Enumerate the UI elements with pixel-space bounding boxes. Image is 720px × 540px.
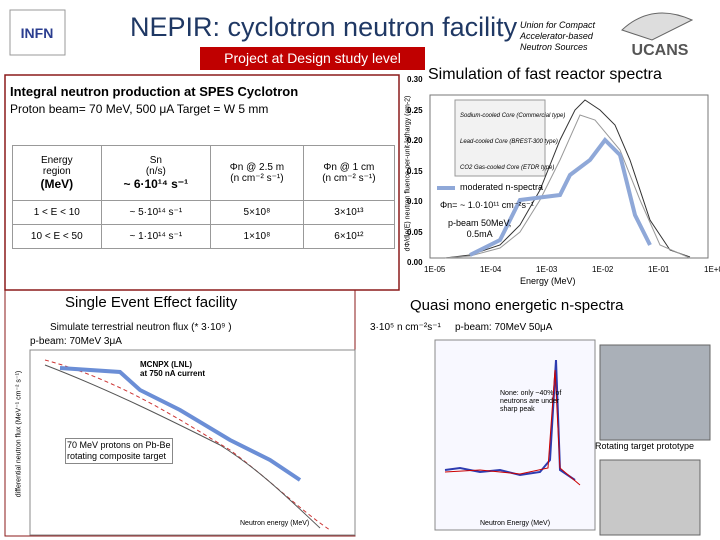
text-line: (n cm⁻² s⁻¹) <box>322 173 376 184</box>
table-row: 10 < E < 50 ~ 1·10¹⁴ s⁻¹ 1×10⁸ 6×10¹² <box>12 224 396 249</box>
legend: Sodium-cooled Core (Commercial type) Lea… <box>460 103 565 181</box>
logo-text: INFN <box>21 25 54 41</box>
y-tick-label: 0.25 <box>407 105 423 115</box>
curve <box>444 99 691 259</box>
x-tick-label: 1E+00 <box>704 265 720 274</box>
logo-text: UCANS <box>632 42 689 59</box>
text-line: MCNPX (LNL) <box>140 360 192 369</box>
text-line: 3·10⁵ n cm⁻²s⁻¹ <box>370 322 441 333</box>
section-title: Single Event Effect facility <box>65 294 238 311</box>
plot-frame <box>434 339 596 531</box>
text-line: Energy <box>40 155 73 166</box>
x-tick-label: 1E-01 <box>648 265 670 274</box>
y-tick-label: 0.30 <box>407 75 423 84</box>
header-cell: Φn @ 2.5 m (n cm⁻² s⁻¹) <box>210 145 304 201</box>
text-line: rotating composite target <box>67 451 167 461</box>
header-cell: Φn @ 1 cm (n cm⁻² s⁻¹) <box>302 145 396 201</box>
text-line: region <box>42 166 71 177</box>
curve <box>469 136 652 257</box>
text-line: Φn @ 2.5 m <box>229 162 285 173</box>
curve <box>444 369 581 486</box>
logo-frame <box>9 9 66 56</box>
annotation: p-beam 50MeV, 0.5mA <box>448 218 511 240</box>
table-cell: 6×10¹² <box>302 224 396 249</box>
text-line: Φn @ 1 cm <box>323 162 375 173</box>
ucans-text: Union for Compact Accelerator-based Neut… <box>520 20 595 53</box>
table-cell: 5×10⁸ <box>210 200 304 225</box>
annotation: 70 MeV protons on Pb-Be rotating composi… <box>65 438 173 464</box>
y-tick-label: 0.10 <box>407 197 423 206</box>
curve <box>44 359 331 531</box>
section-title: Quasi mono energetic n-spectra <box>410 297 624 314</box>
header-cell: Sn (n/s) ~ 6·10¹⁴ s⁻¹ <box>100 145 212 201</box>
axis-label: differential neutron flux (MeV⁻¹ cm⁻² s⁻… <box>15 370 23 498</box>
text-line: Union for Compact <box>520 20 596 30</box>
y-tick-label: 0.00 <box>407 258 423 267</box>
x-tick-label: 1E-04 <box>480 265 502 274</box>
panel-subtitle: Proton beam= 70 MeV, 500 μA Target = W 5… <box>10 102 269 116</box>
x-tick-label: 1E-05 <box>424 265 446 274</box>
annotation: moderated n-spectra <box>460 182 544 192</box>
y-tick-label: 0.20 <box>407 136 423 145</box>
header-cell: Energy region (MeV) <box>12 145 102 201</box>
table-cell: 10 < E < 50 <box>12 224 102 249</box>
table-cell: ~ 1·10¹⁴ s⁻¹ <box>100 224 212 249</box>
legend-entry: Lead-cooled Core (BREST-300 type) <box>460 139 558 145</box>
text-line: at 750 nA current <box>140 369 206 378</box>
photo <box>599 344 711 441</box>
table-row: 1 < E < 10 ~ 5·10¹⁴ s⁻¹ 5×10⁸ 3×10¹³ <box>12 200 396 225</box>
text-line: Sn <box>149 155 162 166</box>
text-line: 0.5mA <box>466 229 493 239</box>
text-line: p-beam 50MeV, <box>448 218 512 228</box>
table-cell: ~ 5·10¹⁴ s⁻¹ <box>100 200 212 225</box>
photo <box>599 459 701 536</box>
axis-label: Neutron Energy (MeV) <box>480 520 551 527</box>
text-line: p-beam: 70MeV 50μA <box>455 322 553 333</box>
text-line: sharp peak <box>500 406 535 413</box>
plot-legend: MCNPX (LNL) at 750 nA current <box>140 360 205 378</box>
curve <box>59 366 302 482</box>
text-line: p-beam: 70MeV 3μA <box>30 336 122 347</box>
text-line: Neutron Sources <box>520 42 588 52</box>
text-line: Simulate terrestrial neutron flux (* 3·1… <box>50 322 232 333</box>
logo-art <box>621 12 694 41</box>
annotation: Φn= ~ 1.0·10¹¹ cm⁻²s⁻¹ <box>440 200 534 210</box>
caption: Rotating target prototype <box>595 441 695 451</box>
panel-title: Integral neutron production at SPES Cycl… <box>10 84 299 99</box>
y-tick-label: 0.15 <box>407 166 423 176</box>
table-cell: 3×10¹³ <box>302 200 396 225</box>
y-tick-label: 0.05 <box>407 227 423 237</box>
legend-box <box>454 99 546 177</box>
text-line: neutrons are under <box>500 398 560 405</box>
banner: Project at Design study level <box>224 50 401 66</box>
legend-entry: Sodium-cooled Core (Commercial type) <box>460 113 566 119</box>
table-cell: 1 < E < 10 <box>12 200 102 225</box>
axis-label: Neutron energy (MeV) <box>240 520 310 527</box>
x-tick-label: 1E-03 <box>536 265 558 274</box>
text-line: (n cm⁻² s⁻¹) <box>230 173 284 184</box>
chart-title: Simulation of fast reactor spectra <box>428 66 662 83</box>
slide-title: NEPIR: cyclotron neutron facility <box>130 12 518 42</box>
curve <box>444 359 576 481</box>
text-line: Accelerator-based <box>520 31 593 41</box>
legend-entry: CO2 Gas-cooled Core (ETDR type) <box>460 165 555 171</box>
text-line: (n/s) <box>145 166 166 177</box>
banner-bg <box>200 47 425 70</box>
table-header-row: Energy region (MeV) Sn (n/s) ~ 6·10¹⁴ s⁻¹ Φn @… <box>12 145 396 201</box>
text-line: (MeV) <box>40 177 74 191</box>
x-tick-label: 1E-02 <box>592 265 614 274</box>
table-cell: 1×10⁸ <box>210 224 304 249</box>
axis-label: Energy (MeV) <box>520 276 576 286</box>
table: Energy region (MeV) Sn (n/s) ~ 6·10¹⁴ s⁻¹ Φn @… <box>12 145 396 249</box>
text-line: 70 MeV protons on Pb-Be <box>67 440 171 450</box>
curve <box>44 364 321 529</box>
text-line: None: only ~40% of <box>500 390 562 397</box>
text-line: ~ 6·10¹⁴ s⁻¹ <box>123 177 189 191</box>
curve <box>444 114 691 259</box>
annotation: None: only ~40% of neutrons are under sh… <box>500 390 561 414</box>
